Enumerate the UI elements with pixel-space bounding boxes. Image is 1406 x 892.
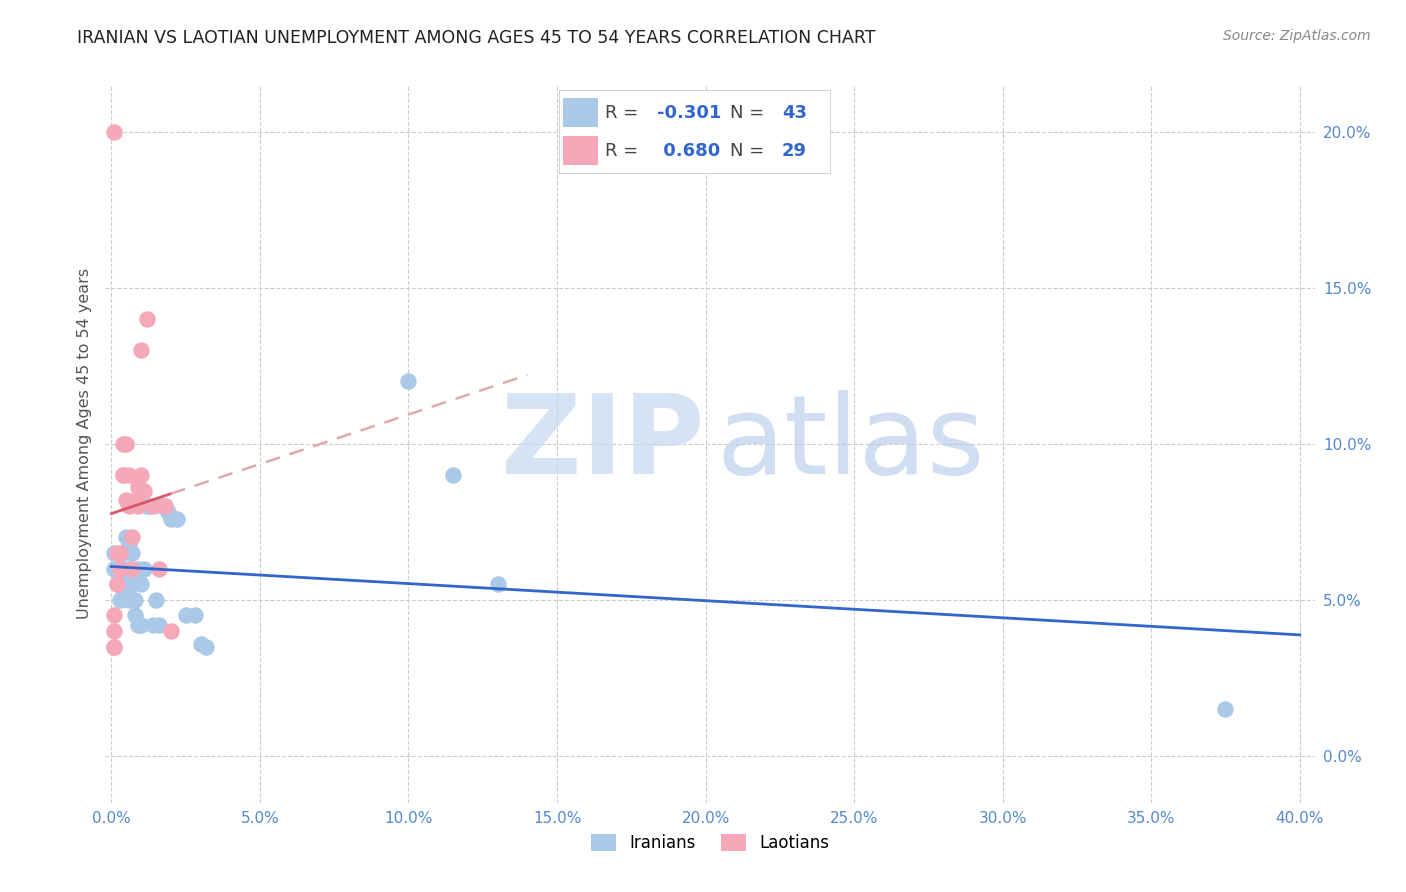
Point (142, 499, 165, 513)
Point (129, 467, 152, 482)
Point (441, 467, 464, 482)
Point (129, 617, 152, 632)
Point (127, 617, 149, 632)
Point (103, 608, 125, 623)
Point (159, 624, 181, 639)
Point (127, 480, 149, 494)
Point (159, 511, 181, 525)
Point (153, 499, 176, 513)
Point (156, 505, 179, 519)
Point (110, 592, 132, 607)
Legend: Iranians, Laotians: Iranians, Laotians (585, 828, 835, 859)
Point (112, 546, 135, 560)
Text: Source: ZipAtlas.com: Source: ZipAtlas.com (1223, 29, 1371, 43)
Point (121, 577, 143, 591)
Point (112, 577, 135, 591)
Point (121, 562, 143, 576)
Point (112, 562, 135, 576)
Point (110, 562, 132, 576)
Point (115, 492, 138, 507)
Point (105, 546, 128, 560)
Point (153, 499, 176, 513)
Point (166, 511, 188, 525)
Point (110, 562, 132, 576)
Point (127, 562, 149, 576)
Point (136, 499, 159, 513)
Point (121, 530, 143, 544)
Point (142, 617, 165, 632)
Point (174, 608, 197, 623)
Point (115, 587, 138, 601)
Point (118, 467, 141, 482)
Point (132, 562, 155, 576)
Point (115, 568, 138, 582)
Point (118, 499, 141, 513)
Point (132, 483, 155, 498)
Point (112, 467, 135, 482)
Point (118, 562, 141, 576)
Text: IRANIAN VS LAOTIAN UNEMPLOYMENT AMONG AGES 45 TO 54 YEARS CORRELATION CHART: IRANIAN VS LAOTIAN UNEMPLOYMENT AMONG AG… (77, 29, 876, 46)
Point (105, 577, 128, 591)
Text: atlas: atlas (716, 391, 984, 497)
Point (136, 311, 159, 326)
Point (139, 499, 162, 513)
Point (105, 577, 128, 591)
Point (115, 436, 138, 450)
Point (103, 124, 125, 138)
Point (103, 640, 125, 654)
Point (112, 467, 135, 482)
Point (103, 562, 125, 576)
Point (195, 640, 218, 654)
Text: ZIP: ZIP (501, 391, 704, 497)
Point (1215, 702, 1237, 716)
Point (398, 374, 420, 388)
Point (110, 546, 132, 560)
Point (115, 530, 138, 544)
Point (127, 499, 149, 513)
Point (486, 577, 509, 591)
Point (118, 536, 141, 550)
Point (121, 546, 143, 560)
Point (129, 343, 152, 357)
Point (103, 546, 125, 560)
Y-axis label: Unemployment Among Ages 45 to 54 years: Unemployment Among Ages 45 to 54 years (76, 268, 91, 619)
Point (103, 640, 125, 654)
Point (150, 499, 173, 513)
Point (105, 562, 128, 576)
Point (183, 608, 205, 623)
Point (190, 637, 212, 651)
Point (148, 562, 170, 576)
Point (124, 492, 146, 507)
Point (124, 608, 146, 623)
Point (112, 436, 135, 450)
Point (118, 592, 141, 607)
Point (103, 624, 125, 639)
Point (121, 562, 143, 576)
Point (145, 592, 167, 607)
Point (124, 592, 146, 607)
Point (148, 617, 170, 632)
Point (129, 577, 152, 591)
